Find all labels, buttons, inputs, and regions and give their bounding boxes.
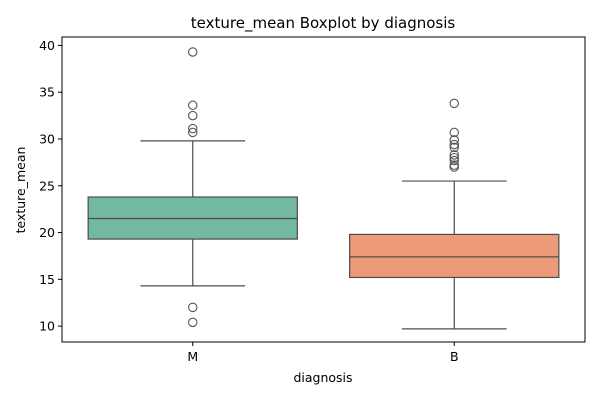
outlier-point xyxy=(188,123,198,134)
plot-area: 10 15 20 25 30 35 40 M B xyxy=(39,36,586,364)
outlier-point xyxy=(449,127,459,138)
y-tick-label: 40 xyxy=(39,38,55,53)
y-tick-label: 10 xyxy=(39,319,55,334)
outlier-point xyxy=(449,135,459,145)
x-tick-label: M xyxy=(187,349,198,364)
outlier-point xyxy=(188,47,198,57)
outlier-point xyxy=(449,139,459,150)
outlier-point xyxy=(449,155,459,166)
outlier-point xyxy=(449,98,459,109)
outlier-point xyxy=(449,152,459,163)
outlier-point xyxy=(188,127,198,138)
y-tick-label: 15 xyxy=(39,272,55,287)
y-tick-label: 30 xyxy=(39,131,55,146)
outlier-point xyxy=(188,317,198,328)
y-tick-label: 35 xyxy=(39,85,55,100)
chart-title: texture_mean Boxplot by diagnosis xyxy=(191,14,456,33)
y-axis-title: texture_mean xyxy=(13,147,28,234)
plot-frame xyxy=(61,36,586,343)
outlier-point xyxy=(188,110,198,121)
y-tick-label: 20 xyxy=(39,225,55,240)
y-tick-label: 25 xyxy=(39,178,55,193)
outlier-point xyxy=(188,302,198,313)
outlier-point xyxy=(449,142,459,153)
outlier-point xyxy=(449,162,459,172)
x-tick-label: B xyxy=(450,349,459,364)
outlier-point xyxy=(188,100,198,111)
outlier-point xyxy=(449,150,459,160)
box-B xyxy=(349,233,560,279)
x-axis-title: diagnosis xyxy=(293,370,352,385)
